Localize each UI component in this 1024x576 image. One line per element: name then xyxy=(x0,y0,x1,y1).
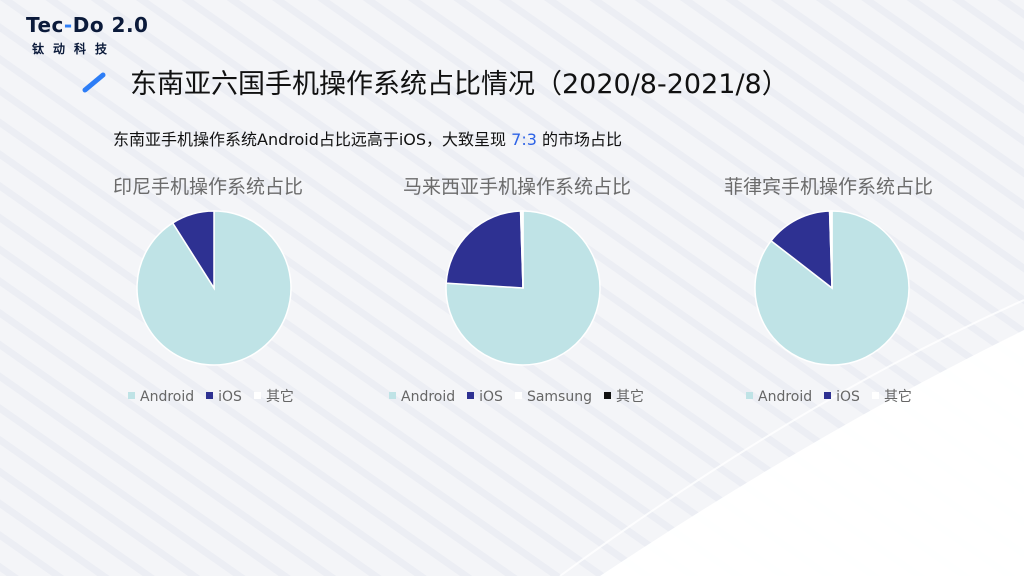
logo-subtext: 钛动科技 xyxy=(32,42,117,56)
legend-swatch xyxy=(206,392,214,399)
legend-philippines: Android iOS 其它 xyxy=(746,386,924,406)
pie-malaysia xyxy=(445,210,601,366)
legend-label: Android xyxy=(401,389,456,405)
legend-swatch xyxy=(746,392,753,399)
ratio-highlight: 7:3 xyxy=(511,130,537,149)
legend-label: 其它 xyxy=(615,389,644,405)
legend-item-android: Android xyxy=(389,389,455,405)
chart-title: 马来西亚手机操作系统占比 xyxy=(403,176,632,198)
chart-philippines: 菲律宾手机操作系统占比 Android iOS 其它 xyxy=(704,172,1004,412)
legend-label: iOS xyxy=(218,389,242,405)
chart-indonesia: 印尼手机操作系统占比 Android iOS 其它 xyxy=(98,172,398,412)
legend-swatch xyxy=(128,392,135,399)
legend-indonesia: Android iOS 其它 xyxy=(128,386,306,406)
chart-malaysia: 马来西亚手机操作系统占比 Android iOS Samsung 其它 xyxy=(383,172,683,412)
legend-item-other: 其它 xyxy=(603,386,644,406)
legend-swatch xyxy=(467,392,475,399)
page-subtitle: 东南亚手机操作系统Android占比远高于iOS，大致呈现 7:3 的市场占比 xyxy=(113,130,622,149)
page-title: 东南亚六国手机操作系统占比情况（2020/8-2021/8） xyxy=(130,69,789,100)
brand-logo: Tec-Do 2.0 钛动科技 xyxy=(26,14,148,57)
chart-title: 印尼手机操作系统占比 xyxy=(113,176,304,198)
legend-item-ios: iOS xyxy=(824,389,860,405)
legend-label: iOS xyxy=(836,389,860,405)
logo-wordmark: Tec-Do 2.0 xyxy=(26,13,149,37)
legend-swatch xyxy=(253,392,261,399)
legend-item-ios: iOS xyxy=(206,389,242,405)
legend-item-samsung: Samsung xyxy=(514,389,592,405)
legend-label: 其它 xyxy=(265,389,294,405)
legend-label: Android xyxy=(140,389,195,405)
pen-icon xyxy=(82,72,106,93)
legend-label: Samsung xyxy=(526,389,592,405)
legend-item-other: 其它 xyxy=(253,386,294,406)
legend-label: Android xyxy=(758,389,813,405)
legend-item-android: Android xyxy=(746,389,812,405)
legend-item-android: Android xyxy=(128,389,194,405)
legend-swatch xyxy=(824,392,832,399)
pie-slice-ios xyxy=(171,210,215,291)
pie-philippines xyxy=(754,210,910,366)
legend-item-other: 其它 xyxy=(871,386,912,406)
pie-slice-ios xyxy=(770,210,833,290)
legend-label: iOS xyxy=(479,389,503,405)
legend-item-ios: iOS xyxy=(467,389,503,405)
legend-malaysia: Android iOS Samsung 其它 xyxy=(389,386,656,406)
pie-slice-android xyxy=(754,210,910,366)
legend-swatch xyxy=(514,392,522,399)
legend-label: 其它 xyxy=(883,389,912,405)
pie-slice-ios xyxy=(445,210,524,289)
pie-indonesia xyxy=(136,210,292,366)
chart-title: 菲律宾手机操作系统占比 xyxy=(724,176,934,198)
legend-swatch xyxy=(603,392,611,399)
legend-swatch xyxy=(389,392,396,399)
legend-swatch xyxy=(871,392,879,399)
pie-slice-other xyxy=(828,210,833,289)
pie-slice-other xyxy=(521,210,524,289)
